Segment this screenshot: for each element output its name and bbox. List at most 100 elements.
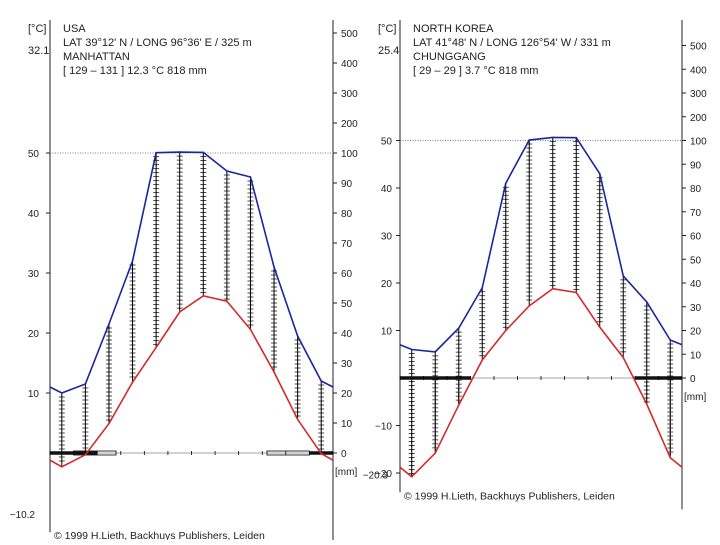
climate-diagram-1: 1020304050010203040506070809010020030040… — [10, 20, 358, 545]
temperature-point — [645, 403, 648, 405]
temperature-point — [320, 452, 323, 455]
temperature-point — [273, 371, 275, 373]
temperature-point — [202, 295, 205, 297]
precip-tick-label: 50 — [690, 255, 702, 266]
period-info-label: [ 129 – 131 ] 12.3 °C 818 mm — [63, 65, 207, 77]
temperature-point — [622, 356, 625, 359]
precipitation-point — [320, 380, 323, 382]
precipitation-point — [528, 139, 531, 141]
precip-tick-label: 50 — [341, 299, 353, 310]
precipitation-point — [575, 136, 578, 139]
temp-tick-label: 20 — [381, 279, 393, 290]
min-temp-label: −20.3 — [363, 470, 389, 481]
precip-tick-label: 0 — [690, 374, 696, 385]
precipitation-point — [410, 348, 413, 351]
temperature-point — [60, 466, 63, 468]
precipitation-point — [249, 176, 252, 178]
precip-tick-label: 40 — [341, 329, 353, 340]
precipitation-point — [622, 275, 625, 277]
coords-label: LAT 39°12' N / LONG 96°36' E / 325 m — [63, 37, 252, 49]
precip-tick-label: 0 — [341, 449, 347, 460]
precip-tick-label: 40 — [690, 279, 702, 290]
temperature-point — [481, 359, 484, 361]
precip-tick-label: 100 — [341, 149, 358, 160]
precipitation-point — [669, 339, 672, 341]
temperature-point — [575, 291, 578, 294]
precip-tick-label: 20 — [341, 389, 353, 400]
precipitation-point — [598, 172, 601, 175]
coords-label: LAT 41°48' N / LONG 126°54' W / 331 m — [413, 37, 611, 49]
copyright-credit: © 1999 H.Lieth, Backhuys Publishers, Lei… — [54, 530, 265, 540]
precipitation-curve — [399, 136, 683, 353]
precipitation-point — [60, 392, 63, 394]
precip-tick-label: 60 — [341, 269, 353, 280]
precip-tick-label: 70 — [341, 239, 353, 250]
temperature-point — [504, 329, 507, 332]
temp-tick-label: −20 — [375, 469, 392, 480]
precipitation-curve — [49, 151, 334, 394]
station-label: CHUNGGANG — [413, 51, 486, 63]
precipitation-point — [645, 301, 648, 303]
temperature-point — [131, 381, 134, 384]
abs-max-temp: 32.1 — [28, 45, 49, 57]
precipitation-point — [481, 286, 484, 289]
abs-max-temp: 25.4 — [378, 45, 399, 57]
temperature-point — [434, 452, 437, 454]
precipitation-point — [108, 323, 110, 325]
precip-unit-label: [mm] — [684, 392, 706, 403]
precip-tick-label: 400 — [341, 59, 358, 70]
precip-tick-label: 70 — [690, 208, 702, 219]
precip-tick-label: 10 — [341, 419, 353, 430]
precip-tick-label: 30 — [341, 359, 353, 370]
min-temp-label: −10.2 — [10, 510, 36, 521]
temp-tick-label: 40 — [381, 184, 393, 195]
temperature-point — [457, 404, 460, 406]
precipitation-point — [434, 351, 437, 353]
climate-diagram-2: −20−101020304050010203040506070809010020… — [363, 20, 707, 510]
precipitation-point — [457, 327, 460, 329]
country-label: NORTH KOREA — [413, 23, 494, 35]
precip-tick-label: 400 — [690, 65, 707, 76]
precipitation-point — [155, 151, 157, 154]
temp-tick-label: 50 — [381, 137, 393, 148]
temp-tick-label: 50 — [28, 149, 40, 160]
temp-tick-label: 40 — [28, 209, 40, 220]
precip-tick-label: 200 — [341, 119, 358, 130]
precipitation-point — [202, 151, 205, 154]
station-label: MANHATTAN — [63, 51, 130, 63]
precip-tick-label: 500 — [341, 29, 358, 40]
temperature-point — [528, 305, 531, 307]
temp-tick-label: 10 — [28, 389, 40, 400]
precipitation-point — [504, 182, 507, 185]
precip-tick-label: 80 — [341, 209, 353, 220]
precip-tick-label: 10 — [690, 350, 702, 361]
country-label: USA — [63, 23, 86, 35]
temp-tick-label: 30 — [381, 232, 393, 243]
temperature-point — [598, 326, 601, 328]
precip-tick-label: 300 — [690, 89, 707, 100]
temp-tick-label: 10 — [381, 327, 393, 338]
precip-tick-label: 500 — [690, 42, 707, 53]
precipitation-point — [226, 170, 228, 172]
temperature-curve — [49, 294, 334, 468]
temperature-point — [155, 346, 157, 349]
precipitation-point — [551, 136, 554, 139]
precip-unit-label: [mm] — [335, 467, 357, 478]
temp-unit-label: [°C] — [28, 23, 46, 35]
temperature-point — [108, 422, 110, 425]
period-info-label: [ 29 – 29 ] 3.7 °C 818 mm — [413, 65, 538, 77]
precip-tick-label: 300 — [341, 89, 358, 100]
precipitation-point — [296, 335, 299, 337]
temperature-point — [410, 476, 413, 478]
temperature-point — [669, 457, 672, 459]
precip-tick-label: 80 — [690, 184, 702, 195]
temp-tick-label: 30 — [28, 269, 40, 280]
copyright-credit: © 1999 H.Lieth, Backhuys Publishers, Lei… — [404, 490, 615, 502]
temp-tick-label: 20 — [28, 329, 40, 340]
precip-tick-label: 90 — [690, 160, 702, 171]
precip-tick-label: 30 — [690, 303, 702, 314]
temperature-point — [226, 300, 228, 303]
precip-tick-label: 200 — [690, 113, 707, 124]
temperature-point — [296, 418, 299, 421]
